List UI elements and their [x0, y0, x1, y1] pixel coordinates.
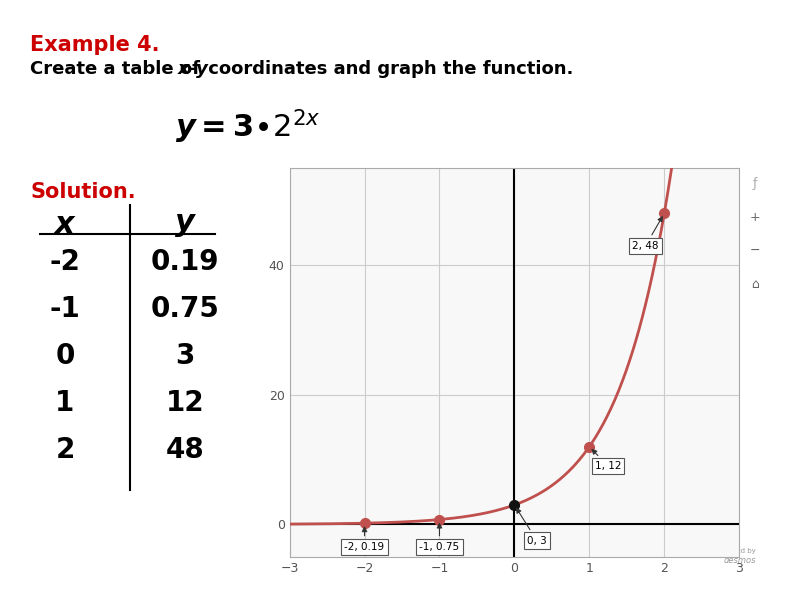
Text: 3: 3 — [175, 342, 194, 370]
Text: -1: -1 — [50, 295, 80, 323]
Text: $\boldsymbol{x}$: $\boldsymbol{x}$ — [53, 210, 77, 239]
Text: Create a table of: Create a table of — [30, 60, 206, 78]
Text: x-y: x-y — [178, 60, 209, 78]
Text: 48: 48 — [166, 436, 204, 464]
Text: 0: 0 — [55, 342, 74, 370]
Text: 1, 12: 1, 12 — [592, 449, 622, 471]
Text: 2: 2 — [55, 436, 74, 464]
Text: 0, 3: 0, 3 — [517, 508, 546, 545]
Text: Example 4.: Example 4. — [30, 35, 159, 55]
Text: desmos: desmos — [723, 556, 756, 565]
Text: ƒ: ƒ — [753, 177, 758, 190]
Text: -2, 0.19: -2, 0.19 — [345, 527, 385, 552]
Text: -2: -2 — [50, 248, 81, 276]
Text: 1: 1 — [55, 389, 74, 417]
Text: Solution.: Solution. — [30, 182, 136, 202]
Text: $\boldsymbol{y}$: $\boldsymbol{y}$ — [174, 210, 197, 239]
Text: 0.19: 0.19 — [150, 248, 219, 276]
Text: coordinates and graph the function.: coordinates and graph the function. — [202, 60, 574, 78]
Text: 0.75: 0.75 — [150, 295, 219, 323]
Text: $\boldsymbol{y = 3{\bullet}2^{2x}}$: $\boldsymbol{y = 3{\bullet}2^{2x}}$ — [175, 108, 321, 146]
Text: ⌂: ⌂ — [751, 278, 759, 291]
Text: powered by: powered by — [715, 548, 756, 554]
Text: 2, 48: 2, 48 — [632, 217, 662, 251]
Text: »: » — [304, 181, 314, 196]
Text: +: + — [750, 211, 761, 224]
Text: −: − — [750, 244, 761, 257]
Text: -1, 0.75: -1, 0.75 — [419, 524, 459, 552]
Text: 12: 12 — [166, 389, 204, 417]
